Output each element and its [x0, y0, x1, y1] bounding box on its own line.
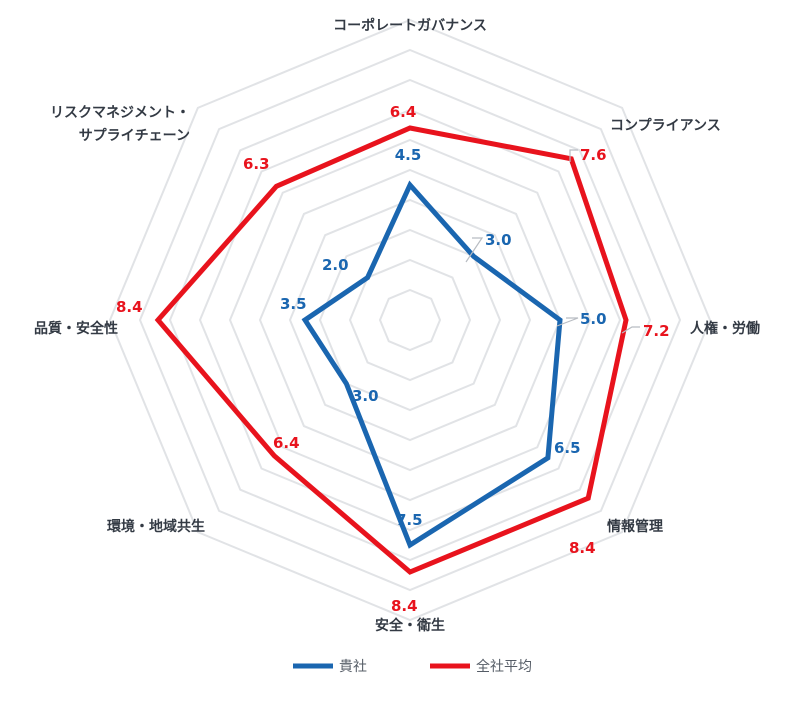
radar-grid: [108, 18, 712, 622]
grid-ring: [198, 108, 622, 532]
data-label-leader: [556, 317, 579, 327]
grid-ring: [348, 258, 472, 382]
axis-label-line: サプライチェーン: [79, 128, 190, 144]
grid-ring: [288, 198, 532, 442]
grid-ring: [258, 168, 562, 472]
axis-label: 人権・労働: [690, 320, 760, 337]
data-label-leader: [569, 149, 578, 162]
data-label: 6.4: [273, 434, 300, 452]
grid-ring: [168, 78, 652, 562]
data-label: 7.5: [396, 511, 423, 529]
data-label: 6.3: [243, 155, 270, 173]
data-label: 2.0: [322, 256, 349, 274]
legend-item-kisha: 貴社: [339, 659, 367, 675]
grid-ring: [228, 138, 592, 502]
axis-label-line: コーポレートガバナンス: [333, 17, 487, 34]
grid-ring: [378, 288, 442, 352]
legend-item-average: 全社平均: [476, 658, 532, 675]
data-label: 7.2: [643, 322, 670, 340]
axis-label: リスクマネジメント・サプライチェーン: [50, 105, 190, 144]
axis-label-line: 安全・衛生: [375, 617, 445, 634]
grid-ring: [318, 228, 502, 412]
data-label: 6.5: [554, 439, 581, 457]
data-label: 7.6: [580, 146, 607, 164]
data-label-leader: [465, 237, 484, 263]
grid-ring: [108, 18, 712, 622]
data-label: 8.4: [116, 298, 143, 316]
data-label: 8.4: [391, 597, 418, 615]
axis-label: コーポレートガバナンス: [333, 17, 487, 34]
axis-label-line: 品質・安全性: [34, 320, 118, 337]
axis-label-line: 環境・地域共生: [107, 518, 205, 535]
axis-label-line: 人権・労働: [690, 320, 760, 337]
data-label-leader: [621, 326, 640, 334]
data-label: 5.0: [580, 310, 607, 328]
data-label: 3.5: [280, 295, 307, 313]
data-label: 3.0: [485, 231, 512, 249]
series-line-kisha: [301, 180, 563, 549]
grid-ring: [138, 48, 682, 592]
data-label: 4.5: [395, 146, 422, 164]
axis-label: 情報管理: [607, 518, 663, 535]
axis-label: 環境・地域共生: [107, 518, 205, 535]
data-label: 3.0: [352, 387, 379, 405]
axis-label: 品質・安全性: [34, 320, 118, 337]
data-label: 8.4: [569, 539, 596, 557]
axis-label: 安全・衛生: [375, 617, 445, 634]
series-line-average: [154, 125, 629, 575]
legend: 貴社 全社平均: [293, 658, 532, 675]
axis-label-line: コンプライアンス: [610, 118, 721, 134]
data-label: 6.4: [390, 103, 417, 121]
axis-label-line: リスクマネジメント・: [50, 105, 190, 121]
axis-label: コンプライアンス: [610, 118, 721, 134]
axis-label-line: 情報管理: [607, 518, 663, 535]
